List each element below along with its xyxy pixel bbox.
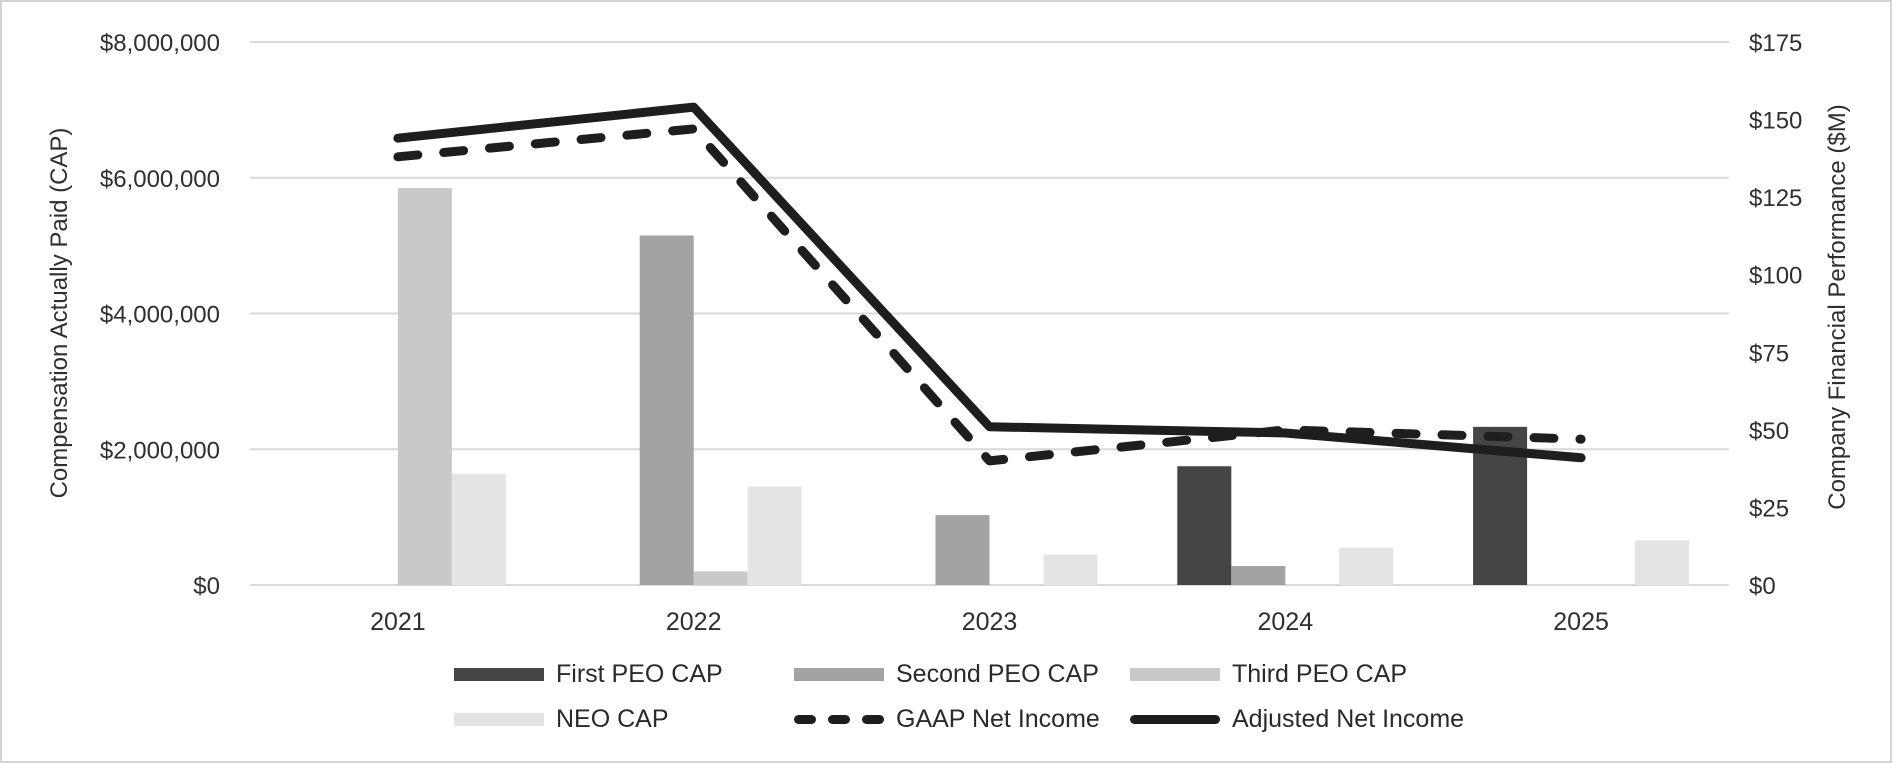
- legend-item-adjusted-net-income: Adjusted Net Income: [1130, 704, 1465, 733]
- legend-swatch-gaap-net-income: [794, 714, 884, 724]
- bar-second-peo-cap-2022: [639, 235, 694, 585]
- bar-third-peo-cap-2021: [397, 187, 452, 585]
- legend-item-neo-cap: NEO CAP: [454, 704, 669, 733]
- legend-item-third-peo-cap: Third PEO CAP: [1130, 659, 1408, 688]
- right-axis-tick-label: $0: [1749, 573, 1776, 600]
- legend-item-first-peo-cap: First PEO CAP: [454, 659, 723, 688]
- bar-third-peo-cap-2022: [693, 571, 748, 585]
- left-axis-tick-label: $8,000,000: [100, 30, 220, 57]
- bar-neo-cap-2024: [1339, 547, 1394, 585]
- x-axis-category-label: 2021: [370, 608, 426, 636]
- legend-swatch-second-peo-cap: [794, 667, 884, 681]
- legend-swatch-first-peo-cap: [454, 667, 544, 681]
- x-axis-category-label: 2025: [1553, 608, 1609, 636]
- legend-label-first-peo-cap: First PEO CAP: [556, 659, 723, 688]
- left-axis-tick-label: $6,000,000: [100, 166, 220, 193]
- bar-first-peo-cap-2024: [1177, 466, 1232, 585]
- legend-item-second-peo-cap: Second PEO CAP: [794, 659, 1099, 688]
- right-axis-title: Company Financial Performance ($M): [1824, 104, 1851, 510]
- bar-neo-cap-2021: [451, 473, 506, 585]
- x-axis-category-label: 2023: [962, 608, 1018, 636]
- left-axis-tick-label: $4,000,000: [100, 302, 220, 329]
- right-axis-tick-label: $75: [1749, 340, 1789, 367]
- legend-label-gaap-net-income: GAAP Net Income: [896, 704, 1100, 733]
- bar-second-peo-cap-2023: [935, 515, 990, 585]
- legend-swatch-third-peo-cap: [1130, 667, 1220, 681]
- legend-label-adjusted-net-income: Adjusted Net Income: [1232, 704, 1465, 733]
- x-axis-category-label: 2024: [1257, 608, 1313, 636]
- bar-neo-cap-2023: [1043, 554, 1098, 585]
- right-axis-tick-label: $175: [1749, 30, 1802, 57]
- legend-label-third-peo-cap: Third PEO CAP: [1232, 659, 1408, 688]
- left-axis-tick-label: $2,000,000: [100, 437, 220, 464]
- legend-item-gaap-net-income: GAAP Net Income: [794, 704, 1100, 733]
- right-axis-tick-label: $50: [1749, 418, 1789, 445]
- bar-neo-cap-2025: [1635, 540, 1690, 585]
- legend-swatch-adjusted-net-income: [1130, 714, 1220, 724]
- right-axis-tick-label: $100: [1749, 263, 1802, 290]
- legend-swatch-neo-cap: [454, 712, 544, 726]
- right-axis-tick-label: $25: [1749, 495, 1789, 522]
- right-axis-tick-label: $150: [1749, 108, 1802, 135]
- left-axis-tick-label: $0: [193, 573, 220, 600]
- bar-second-peo-cap-2024: [1231, 565, 1286, 585]
- x-axis-category-label: 2022: [666, 608, 722, 636]
- line-gaap-net-income: [393, 124, 1586, 466]
- legend-label-second-peo-cap: Second PEO CAP: [896, 659, 1099, 688]
- legend-label-neo-cap: NEO CAP: [556, 704, 669, 733]
- bar-neo-cap-2022: [747, 486, 802, 585]
- right-axis-tick-label: $125: [1749, 185, 1802, 212]
- left-axis-title: Compensation Actually Paid (CAP): [46, 127, 73, 499]
- line-adjusted-net-income: [393, 102, 1586, 463]
